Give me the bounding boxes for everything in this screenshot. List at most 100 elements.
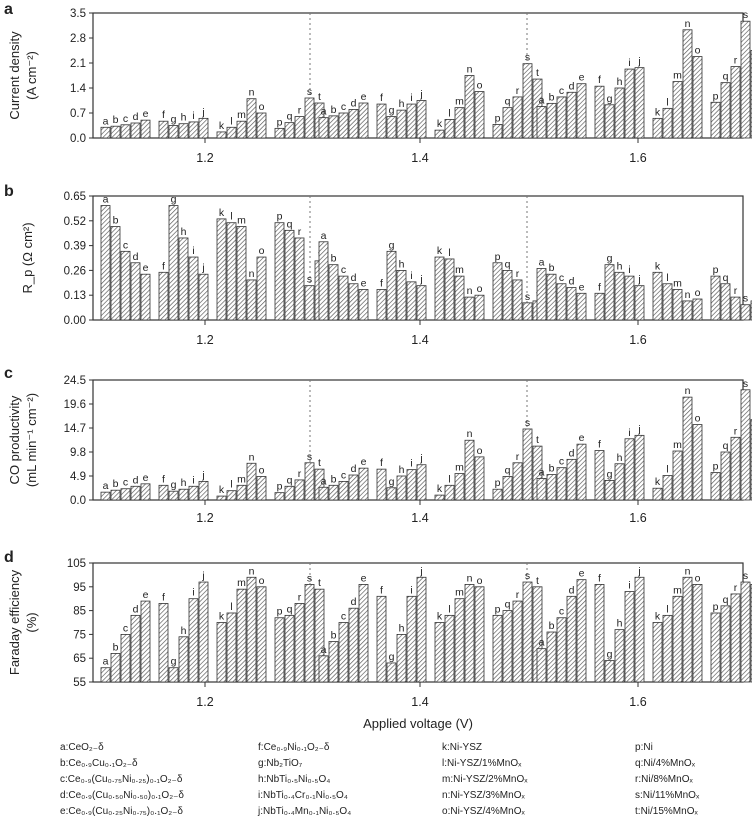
bar-label-d-1.4-r: r	[516, 589, 520, 601]
bar-label-b-1.2-p: p	[277, 211, 283, 223]
bar-d-1.2-l	[226, 612, 237, 683]
y-tick-label-d-0: 55	[73, 677, 86, 689]
bar-label-b-1.6-f: f	[598, 281, 601, 293]
bar-label-b-1.4-b: b	[331, 253, 337, 265]
panel-letter-d: d	[4, 549, 14, 566]
bar-c-1.2-n	[246, 462, 257, 501]
bar-c-1.6-q	[720, 451, 731, 501]
bar-label-c-1.4-i: i	[410, 458, 412, 470]
bar-label-d-1.6-p: p	[713, 601, 719, 613]
bar-c-1.4-l	[444, 484, 455, 501]
bar-a-1.6-c	[556, 96, 567, 139]
bar-label-d-1.2-d: d	[133, 603, 139, 615]
bar-label-c-1.4-g: g	[389, 476, 395, 488]
bar-label-c-1.2-o: o	[259, 464, 265, 476]
bar-d-1.4-o	[474, 586, 485, 683]
bar-a-1.4-k	[434, 129, 445, 139]
bar-d-1.6-p	[710, 612, 721, 683]
bar-label-a-1.2-s: s	[307, 86, 312, 98]
bar-b-1.2-a	[100, 205, 111, 321]
bar-c-1.4-m	[454, 473, 465, 501]
bar-c-1.6-a	[536, 478, 547, 501]
bar-label-b-1.2-k: k	[219, 207, 225, 219]
bar-c-1.6-d	[566, 458, 577, 501]
bar-label-a-1.2-n: n	[249, 87, 255, 99]
bar-c-1.2-f	[158, 484, 169, 501]
x-tick-label-d-2: 1.6	[629, 695, 646, 709]
bar-b-1.2-n	[246, 279, 257, 321]
y-tick-label-c-5: 24.5	[64, 375, 86, 387]
bar-label-d-1.2-s: s	[307, 572, 312, 584]
bar-a-1.4-g	[386, 116, 397, 139]
x-tick-label-c-2: 1.6	[629, 511, 646, 525]
bar-label-c-1.6-l: l	[666, 464, 668, 476]
bar-c-1.6-k	[652, 487, 663, 501]
bar-b-1.6-s	[740, 304, 751, 321]
bar-label-a-1.2-d: d	[133, 111, 139, 123]
bar-a-1.2-o	[256, 112, 267, 139]
bar-c-1.2-o	[256, 476, 267, 501]
x-tick-label-d-1: 1.4	[411, 695, 428, 709]
bar-d-1.4-n	[464, 584, 475, 683]
bar-a-1.2-f	[158, 120, 169, 139]
bar-d-1.4-s	[522, 581, 533, 683]
bar-label-a-1.4-q: q	[505, 96, 511, 108]
bar-a-1.4-q	[502, 107, 513, 139]
bar-label-c-1.4-p: p	[495, 477, 501, 489]
bar-b-1.2-k	[216, 218, 227, 321]
bar-c-1.6-h	[614, 463, 625, 501]
bar-label-d-1.4-g: g	[389, 651, 395, 663]
bar-b-1.4-m	[454, 275, 465, 321]
bar-b-1.4-o	[474, 294, 485, 321]
bar-d-1.2-q	[284, 614, 295, 683]
bar-b-1.2-j	[198, 273, 209, 321]
bar-label-b-1.2-b: b	[113, 215, 119, 227]
bar-label-b-1.6-l: l	[666, 272, 668, 284]
bar-label-d-1.2-l: l	[230, 601, 232, 613]
bar-label-c-1.6-i: i	[628, 427, 630, 439]
bar-b-1.2-c	[120, 250, 131, 321]
legend-item-l: l:Ni-YSZ/1%MnOₓ	[442, 758, 522, 769]
bar-d-1.6-h	[614, 629, 625, 683]
bar-b-1.4-b	[328, 264, 339, 321]
bar-label-a-1.6-e: e	[579, 72, 585, 84]
bar-b-1.4-i	[406, 281, 417, 321]
x-tick-label-b-0: 1.2	[196, 333, 213, 347]
legend-item-g: g:Nb₂TiO₇	[258, 758, 303, 769]
bar-a-1.6-n	[682, 29, 693, 139]
y-tick-label-b-1: 0.13	[64, 290, 86, 302]
y-tick-label-b-3: 0.39	[64, 241, 86, 253]
bar-c-1.4-f	[376, 468, 387, 501]
bar-label-a-1.2-m: m	[237, 109, 246, 121]
bar-label-c-1.4-d: d	[351, 463, 357, 475]
bar-label-d-1.6-r: r	[734, 582, 738, 594]
bar-label-a-1.4-n: n	[467, 64, 473, 76]
bar-label-d-1.2-p: p	[277, 606, 283, 618]
bar-c-1.6-i	[624, 438, 635, 501]
bar-label-c-1.6-d: d	[569, 447, 575, 459]
bar-c-1.2-e	[140, 483, 151, 501]
bar-label-a-1.6-n: n	[685, 18, 691, 30]
bar-label-b-1.2-l: l	[230, 211, 232, 223]
bar-a-1.2-c	[120, 124, 131, 139]
bar-label-d-1.6-f: f	[598, 572, 601, 584]
bar-c-1.4-p	[492, 488, 503, 501]
bar-a-1.2-e	[140, 119, 151, 139]
bar-label-d-1.6-j: j	[637, 565, 640, 577]
bar-label-d-1.6-l: l	[666, 603, 668, 615]
bar-label-d-1.4-p: p	[495, 603, 501, 615]
bar-label-b-1.6-m: m	[673, 277, 682, 289]
bar-c-1.4-h	[396, 475, 407, 501]
bar-a-1.4-n	[464, 75, 475, 139]
bar-b-1.2-q	[284, 229, 295, 321]
bar-a-1.2-s	[304, 97, 315, 139]
bar-a-1.4-l	[444, 119, 455, 139]
bar-label-c-1.6-s: s	[743, 378, 748, 390]
bar-a-1.6-q	[720, 82, 731, 139]
bar-label-b-1.4-s: s	[525, 291, 530, 303]
bar-a-1.4-a	[318, 117, 329, 139]
bar-b-1.6-i	[624, 275, 635, 321]
bar-label-c-1.6-k: k	[655, 476, 661, 488]
bar-label-a-1.6-o: o	[695, 45, 701, 57]
bar-label-c-1.4-c: c	[341, 469, 346, 481]
